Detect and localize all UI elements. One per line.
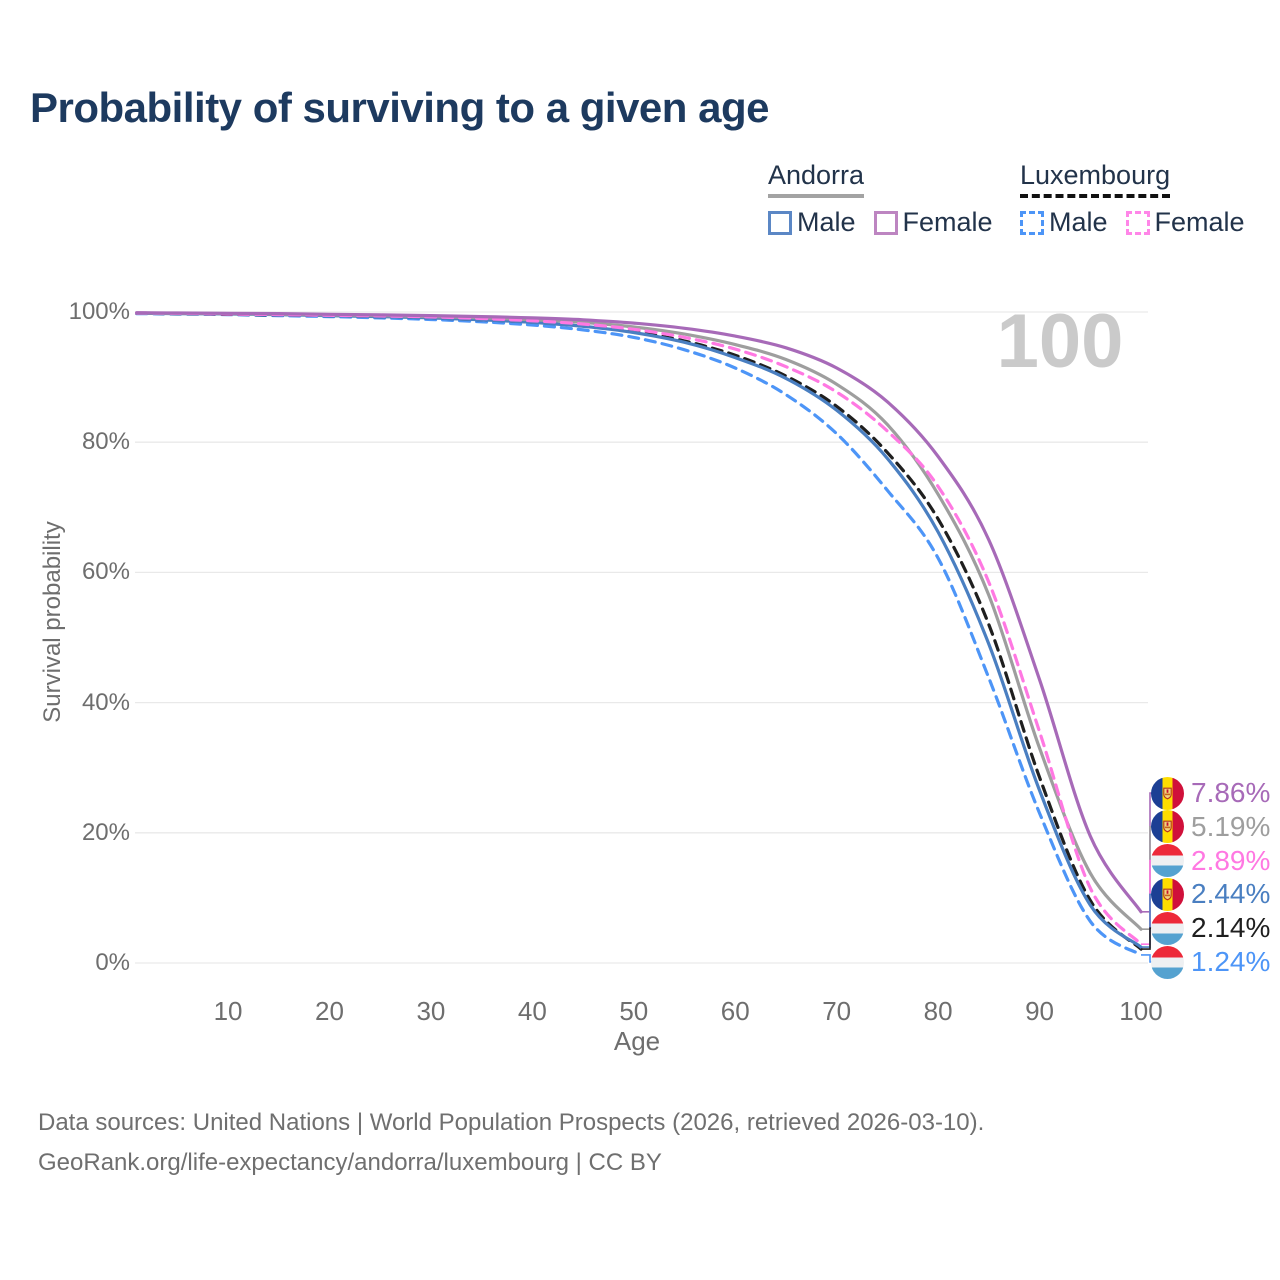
luxembourg-flag-icon	[1151, 945, 1184, 979]
end-value: 1.24%	[1191, 946, 1271, 977]
x-tick-label: 20	[315, 996, 344, 1026]
legend-label: Female	[902, 207, 993, 237]
data-sources-text: Data sources: United Nations | World Pop…	[38, 1109, 985, 1136]
luxembourg-flag-icon	[1151, 911, 1184, 945]
legend-label: Male	[797, 207, 856, 237]
x-tick-label: 50	[619, 996, 649, 1026]
andorra-male-swatch-icon	[768, 210, 792, 235]
end-value: 5.19%	[1191, 810, 1271, 842]
end-value: 7.86%	[1191, 777, 1271, 808]
andorra-flag-icon	[1151, 810, 1184, 844]
end-label-luxembourg-female: 2.89%	[1151, 844, 1270, 878]
x-tick-label: 30	[416, 996, 446, 1026]
x-tick-label: 70	[822, 996, 852, 1026]
legend-item-andorra-female[interactable]: Female	[873, 207, 993, 238]
end-label-andorra-female: 7.86%	[1151, 776, 1270, 810]
y-tick-label: 0%	[95, 949, 130, 976]
y-axis-title: Survival probability	[39, 521, 66, 723]
legend-label: Male	[1049, 207, 1108, 237]
end-label-luxembourg-male: 1.24%	[1151, 945, 1270, 979]
y-tick-label: 100%	[68, 298, 130, 325]
andorra-female-swatch-icon	[873, 210, 898, 235]
x-tick-label: 60	[720, 996, 750, 1026]
luxembourg-flag-icon	[1151, 844, 1184, 878]
legend-item-luxembourg-female[interactable]: Female	[1125, 207, 1245, 238]
end-value: 2.14%	[1191, 912, 1271, 944]
series-line-luxembourg-total	[135, 311, 1143, 951]
series-line-luxembourg-male	[135, 312, 1143, 957]
x-tick-label: 100	[1119, 996, 1163, 1026]
x-axis-title: Age	[613, 1026, 661, 1056]
legend-group-andorra: Andorra Male Female	[768, 160, 993, 238]
y-tick-label: 80%	[81, 428, 130, 456]
end-label-andorra-male: 2.44%	[1151, 877, 1270, 911]
legend-title-andorra: Andorra	[768, 160, 865, 198]
luxembourg-male-swatch-icon	[1020, 210, 1044, 235]
y-tick-label: 40%	[81, 688, 130, 716]
legend-label: Female	[1154, 207, 1245, 237]
end-label-luxembourg-total: 2.14%	[1151, 911, 1270, 945]
legend-title-luxembourg: Luxembourg	[1020, 160, 1171, 198]
series-line-andorra-female	[135, 311, 1143, 914]
end-value: 2.44%	[1191, 878, 1271, 910]
legend-group-luxembourg: Luxembourg Male Female	[1020, 160, 1245, 238]
luxembourg-female-swatch-icon	[1125, 210, 1150, 235]
legend-item-andorra-male[interactable]: Male	[768, 207, 856, 238]
x-tick-label: 10	[213, 996, 243, 1026]
svg-text:100: 100	[997, 299, 1124, 384]
andorra-flag-icon	[1151, 877, 1184, 911]
attribution-link-text[interactable]: GeoRank.org/life-expectancy/andorra/luxe…	[38, 1149, 662, 1176]
legend-item-luxembourg-male[interactable]: Male	[1020, 207, 1108, 238]
y-tick-label: 60%	[81, 558, 130, 586]
andorra-flag-icon	[1151, 776, 1184, 810]
x-tick-label: 40	[517, 996, 547, 1026]
series-line-andorra-total	[135, 311, 1143, 931]
page-title: Probability of surviving to a given age	[30, 84, 769, 131]
y-tick-label: 20%	[81, 818, 130, 846]
x-tick-label: 90	[1025, 996, 1054, 1026]
x-tick-label: 80	[923, 996, 953, 1026]
end-value: 2.89%	[1191, 844, 1271, 876]
end-label-andorra-total: 5.19%	[1151, 810, 1270, 844]
